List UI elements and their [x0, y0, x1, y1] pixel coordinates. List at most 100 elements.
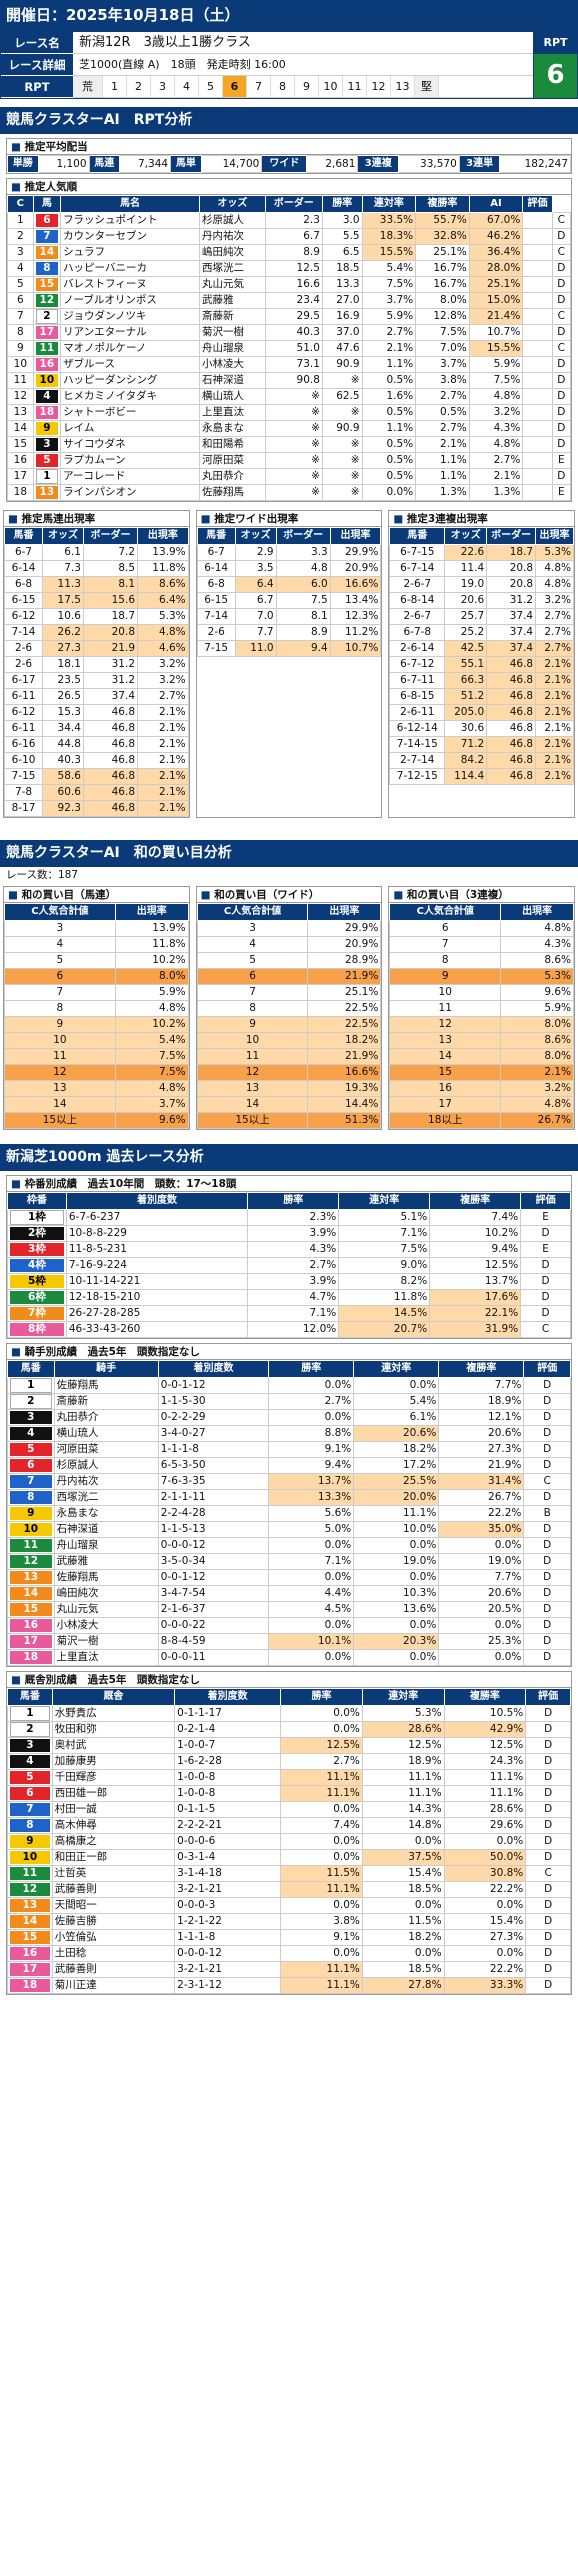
horse-number: 13 — [7, 1897, 53, 1914]
horse-number-badge: 6 — [35, 214, 59, 227]
wa-rate: 4.8% — [114, 1000, 189, 1017]
performance-cell: 6.1% — [353, 1409, 440, 1426]
appearance-cell: 37.4 — [82, 688, 139, 705]
appearance-cell: 2.1% — [137, 736, 189, 753]
popularity-cell: 11 — [7, 372, 34, 389]
horse-jockey: 丹内祐次 — [199, 228, 266, 245]
appearance-cell: 31.2 — [82, 656, 139, 673]
appearance-cell: 6.7 — [234, 592, 277, 609]
table-header-cell: 勝率 — [268, 1360, 355, 1378]
waku-badge: 5枠 — [10, 1275, 64, 1288]
waku-label: 1枠 — [7, 1209, 67, 1226]
appearance-cell: 2-6 — [196, 624, 236, 641]
horse-number: 12 — [7, 1881, 53, 1898]
performance-cell: D — [523, 1617, 571, 1634]
performance-row: 12 武藤雅 3-5-0-34 7.1% 19.0% 19.0% D — [7, 1553, 571, 1570]
waku-cell: 2.3% — [247, 1209, 340, 1226]
wa-row: 15 2.1% — [389, 1064, 574, 1081]
appearance-cell: 2-6-7 — [389, 608, 446, 625]
waku-cell: 10-8-8-229 — [65, 1225, 249, 1242]
wa-sum: 7 — [4, 984, 116, 1001]
wa-sum: 4 — [196, 936, 309, 953]
table-header-cell: 着別度数 — [157, 1360, 270, 1378]
horse-number: 9 — [32, 420, 62, 437]
popularity-cell: 0.5% — [361, 452, 417, 469]
appearance-cell: 2.1% — [535, 656, 574, 673]
horse-number: 15 — [7, 1929, 53, 1946]
appearance-cell: 6-8 — [196, 576, 236, 593]
popularity-cell: D — [551, 276, 572, 293]
wa-rate: 11.8% — [114, 936, 189, 953]
appearance-cell: 6.0 — [275, 576, 331, 593]
waku-cell: 17.6% — [429, 1289, 522, 1306]
appearance-row: 7-14-15 71.2 46.8 2.1% — [389, 736, 574, 753]
popularity-cell: 2 — [7, 228, 34, 245]
waku-cell: 12-18-15-210 — [65, 1289, 249, 1306]
horse-number: 11 — [32, 340, 62, 357]
waku-badge: 8枠 — [10, 1323, 64, 1336]
appearance-cell: 6-8 — [3, 576, 44, 593]
appearance-cell: 46.8 — [82, 704, 139, 721]
performance-cell: 20.5% — [438, 1601, 525, 1618]
avg-payout-cell: 2,681 — [306, 155, 359, 173]
appearance-row: 6-15 6.7 7.5 13.4% — [196, 592, 382, 609]
performance-cell: 0-0-0-3 — [174, 1897, 282, 1914]
wa-sum: 6 — [389, 920, 502, 937]
performance-cell: 14.8% — [361, 1817, 445, 1834]
appearance-cell: 2-6-11 — [389, 704, 446, 721]
performance-cell: 0.0% — [438, 1537, 525, 1554]
horse-number-badge: 4 — [35, 390, 59, 403]
sanrenpuku-table: 馬番 オッズ ボーダー 出現率 6-7-15 22.6 18.7 5.3% 6-7-14 11.4… — [389, 527, 574, 785]
popularity-cell: 15.5% — [361, 244, 417, 261]
popularity-row: 11 10 ハッピーダンシング 石神深道 90.8 ※ 0.5% 3.8% 7.5% D — [7, 372, 572, 389]
appearance-cell: 2.1% — [137, 800, 189, 817]
performance-cell: 20.6% — [353, 1425, 440, 1442]
rpt-label: RPT — [1, 76, 73, 98]
performance-cell: 菊沢一樹 — [53, 1633, 159, 1650]
race-detail: 芝1000(直線 A) 18頭 発走時刻 16:00 — [73, 54, 533, 76]
umaren-box: 推定馬連出現率馬番オッズボーダー出現率6-76.17.213.9%6-147.3… — [3, 510, 190, 818]
table-header-cell: オッズ — [444, 527, 488, 545]
appearance-cell: 25.2 — [444, 624, 488, 641]
wa-sum: 6 — [4, 968, 116, 985]
wa-rate: 21.9% — [307, 968, 382, 985]
wa-row: 8 4.8% — [4, 1000, 189, 1017]
appearance-row: 7-15 58.6 46.8 2.1% — [3, 768, 189, 785]
horse-name: リアンエターナル — [60, 324, 201, 341]
performance-cell: 27.3% — [438, 1441, 525, 1458]
appearance-cell: 26.5 — [42, 688, 84, 705]
wa-rate: 10.2% — [114, 1016, 189, 1033]
performance-cell: 12.5% — [361, 1737, 445, 1754]
performance-cell: 1-0-0-8 — [174, 1769, 282, 1786]
waku-cell: D — [520, 1289, 571, 1306]
table-header-cell: 勝率 — [321, 195, 363, 213]
wa-row: 14 14.4% — [196, 1096, 382, 1113]
performance-cell: 0-0-1-12 — [157, 1569, 270, 1586]
popularity-cell: 25.1% — [415, 244, 470, 261]
performance-row: 8 高木伸尋 2-2-2-21 7.4% 14.8% 29.6% D — [7, 1817, 571, 1834]
table-header-cell: オッズ — [42, 527, 84, 545]
popularity-cell: 7.5% — [361, 276, 417, 293]
appearance-cell: 4.8% — [137, 624, 189, 641]
performance-cell: 武藤善則 — [51, 1881, 176, 1898]
performance-cell: 25.5% — [353, 1473, 440, 1490]
horse-number: 10 — [32, 372, 62, 389]
horse-number-badge: 15 — [10, 1603, 52, 1616]
appearance-cell: 7.2 — [82, 544, 139, 561]
horse-number-badge: 5 — [10, 1443, 52, 1456]
performance-cell: 高橋康之 — [51, 1833, 176, 1850]
appearance-cell: 11.3 — [42, 576, 84, 593]
table-header-cell: 勝率 — [247, 1192, 340, 1210]
appearance-row: 2-6 7.7 8.9 11.2% — [196, 624, 382, 641]
appearance-cell: 27.3 — [42, 640, 84, 657]
appearance-cell: 4.8% — [535, 560, 574, 577]
wa-rate: 20.9% — [307, 936, 382, 953]
appearance-row: 2-6-14 42.5 37.4 2.7% — [389, 640, 574, 657]
performance-cell: 5.6% — [268, 1505, 355, 1522]
performance-cell: D — [525, 1945, 571, 1962]
popularity-row: 7 2 ジョウダンノツキ 斎藤新 29.5 16.9 5.9% 12.8% 21.4% C — [7, 308, 572, 325]
popularity-cell — [522, 484, 553, 501]
waku-cell: 14.5% — [338, 1305, 431, 1322]
table-header-cell: 騎手 — [53, 1360, 159, 1378]
horse-jockey: 佐藤翔馬 — [199, 484, 266, 501]
